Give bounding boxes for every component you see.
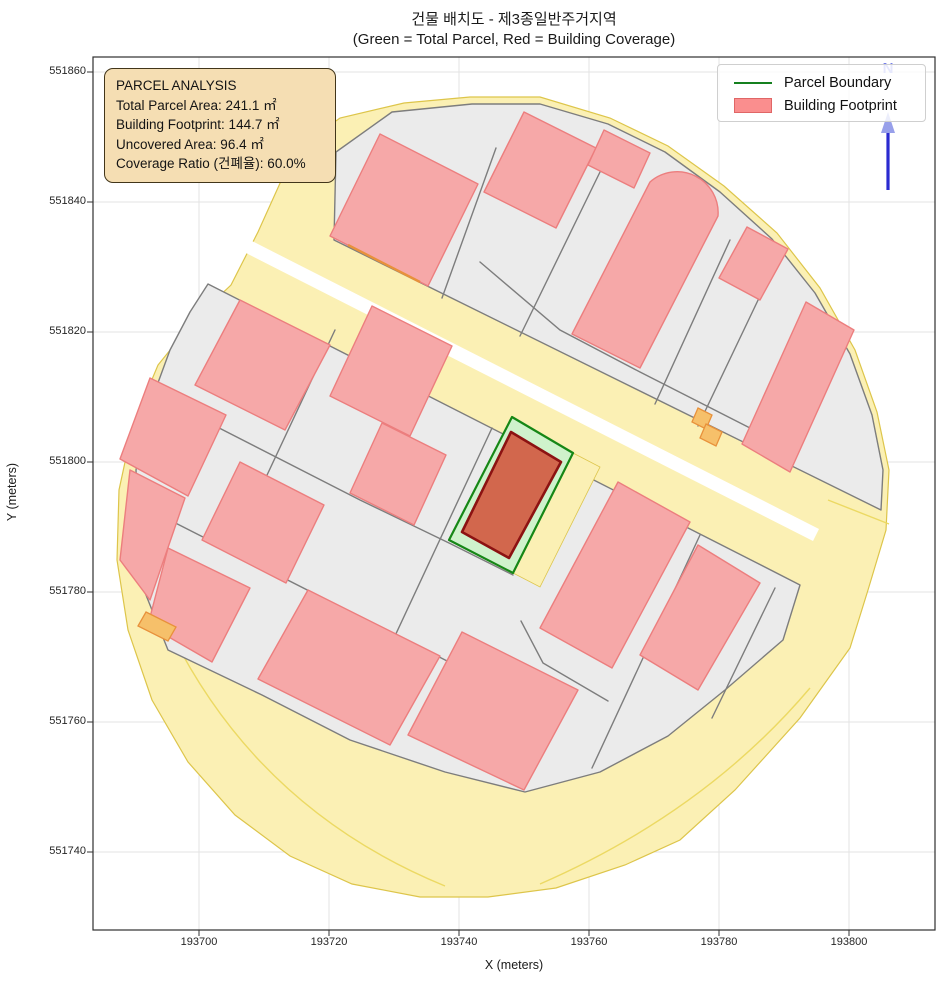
coverage-ratio: Coverage Ratio (건폐율): 60.0% [116, 156, 306, 171]
building [201, 461, 325, 584]
building [639, 544, 761, 691]
green-line-swatch-icon [734, 81, 772, 84]
legend-item-parcel-boundary: Parcel Boundary [734, 71, 925, 94]
y-axis-label: Y (meters) [5, 462, 19, 522]
building [147, 547, 251, 663]
building [718, 226, 789, 301]
x-tick-label: 193720 [310, 936, 348, 948]
legend-item-building-footprint: Building Footprint [734, 94, 925, 117]
x-tick-label: 193800 [830, 936, 868, 948]
y-tick-label: 551820 [49, 325, 86, 337]
target-building-footprint [460, 430, 563, 560]
y-tick-label: 551740 [49, 845, 86, 857]
x-tick-label: 193780 [700, 936, 738, 948]
page-subtitle: (Green = Total Parcel, Red = Building Co… [352, 31, 676, 48]
tick-marks [87, 71, 850, 936]
building-footprints [119, 111, 855, 791]
building [329, 305, 453, 437]
y-tick-label: 551840 [49, 195, 86, 207]
building [329, 133, 479, 287]
building [483, 111, 597, 229]
building [257, 589, 441, 746]
red-patch-swatch-icon [734, 98, 772, 113]
analysis-heading: PARCEL ANALYSIS [116, 78, 237, 93]
building [194, 299, 331, 431]
orange-accents [137, 243, 723, 642]
parcel-analysis-box: PARCEL ANALYSIS Total Parcel Area: 241.1… [104, 68, 336, 183]
legend-item-label: Parcel Boundary [784, 74, 892, 91]
building [587, 129, 651, 189]
building [119, 377, 227, 497]
plot-frame [92, 56, 936, 931]
y-tick-label: 551800 [49, 455, 86, 467]
building [741, 301, 855, 473]
y-tick-label: 551860 [49, 65, 86, 77]
building [407, 631, 579, 791]
y-tick-label: 551760 [49, 715, 86, 727]
building-footprint-area: Building Footprint: 144.7 ㎡ [116, 117, 280, 132]
north-arrow-icon [881, 112, 895, 190]
x-tick-label: 193760 [570, 936, 608, 948]
building [119, 469, 186, 601]
building-arch [571, 171, 719, 369]
uncovered-area: Uncovered Area: 96.4 ㎡ [116, 136, 264, 152]
x-tick-label: 193700 [180, 936, 218, 948]
legend-box: Parcel Boundary Building Footprint [717, 64, 926, 122]
x-tick-label: 193740 [440, 936, 478, 948]
page-title: 건물 배치도 - 제3종일반주거지역 [411, 11, 617, 28]
building [539, 481, 691, 669]
building [349, 422, 447, 526]
x-axis-label: X (meters) [484, 958, 544, 972]
total-parcel-area: Total Parcel Area: 241.1 ㎡ [116, 97, 277, 113]
legend-item-label: Building Footprint [784, 97, 897, 114]
y-tick-label: 551780 [49, 585, 86, 597]
